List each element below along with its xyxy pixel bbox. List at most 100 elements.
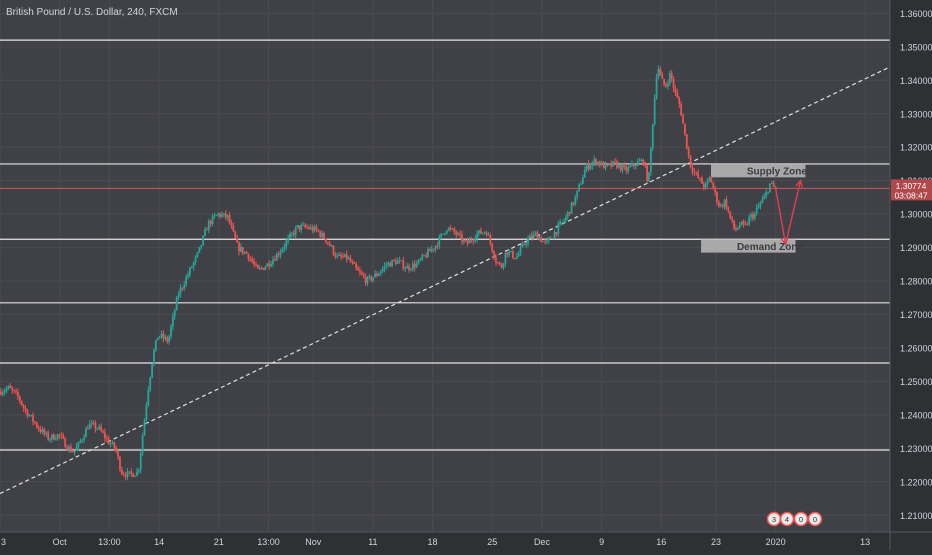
candle-body — [421, 255, 424, 260]
candle-body — [478, 230, 480, 234]
candle-body — [685, 134, 688, 149]
zone-labels: Supply Zone Demand Zone — [737, 167, 807, 253]
candle-body — [568, 212, 571, 214]
candle-body — [181, 287, 184, 289]
candle-body — [428, 249, 431, 252]
x-tick-label: 14 — [154, 537, 164, 547]
candle-body — [381, 268, 384, 272]
candle-body — [7, 385, 10, 389]
candle-body — [649, 147, 652, 173]
candle-body — [527, 238, 529, 244]
candle-body — [360, 272, 363, 275]
candle-body — [107, 438, 110, 445]
candle-body — [449, 227, 452, 229]
candle-body — [451, 228, 454, 230]
candle-body — [540, 237, 543, 243]
candle-body — [549, 237, 552, 239]
plot-area[interactable] — [0, 0, 890, 532]
x-tick-label: 3 — [1, 537, 6, 547]
candle-body — [542, 241, 545, 243]
candle-body — [493, 251, 495, 258]
candle-body — [547, 237, 550, 241]
candle-body — [621, 165, 624, 171]
candle-body — [11, 388, 14, 391]
x-tick-label: 18 — [428, 537, 438, 547]
candle-body — [744, 223, 747, 225]
candle-body — [750, 214, 752, 218]
candle-body — [249, 258, 252, 260]
candle-body — [742, 221, 745, 224]
candle-body — [600, 162, 603, 166]
candle-body — [417, 259, 420, 264]
zone-box — [711, 163, 806, 178]
candle-body — [581, 177, 584, 184]
candle-body — [340, 254, 342, 257]
candle-body — [396, 260, 399, 264]
candle-body — [292, 233, 295, 235]
candle-body — [217, 213, 220, 215]
candle-body — [487, 234, 490, 236]
candle-body — [162, 333, 165, 339]
candle-body — [455, 232, 458, 235]
candle-body — [470, 239, 473, 241]
candle-body — [194, 256, 197, 263]
candle-body — [122, 474, 125, 476]
candle-body — [52, 434, 55, 440]
candle-body — [311, 227, 314, 232]
candle-body — [58, 434, 61, 436]
time-axis[interactable]: 3 Oct 13:00 14 21 13:00 Nov 11 18 25 Dec 9 16 23 2020 1… — [1, 537, 870, 547]
candle-body — [595, 159, 598, 165]
candle-body — [459, 233, 461, 235]
candle-body — [309, 227, 312, 229]
candle-body — [355, 263, 358, 269]
candle-body — [319, 231, 322, 237]
candle-body — [379, 271, 382, 274]
current-price-label-box — [891, 179, 932, 201]
candle-body — [243, 251, 246, 254]
candle-body — [561, 221, 563, 223]
candle-body — [695, 172, 698, 173]
candle-body — [364, 276, 367, 284]
candle-body — [502, 263, 505, 268]
candle-body — [461, 234, 463, 242]
candle-body — [506, 252, 509, 255]
candle-body — [634, 165, 637, 167]
candle-body — [464, 240, 467, 241]
candle-body — [275, 253, 278, 261]
candle-body — [221, 214, 223, 217]
candle-body — [362, 274, 365, 277]
candle-body — [623, 165, 626, 167]
event-badge: 0 — [807, 511, 823, 527]
x-tick-label: 13 — [860, 537, 870, 547]
candle-body — [128, 471, 131, 473]
candle-body — [755, 208, 758, 214]
candle-body — [366, 277, 369, 284]
candle-body — [26, 409, 29, 417]
candle-body — [15, 391, 17, 393]
candle-body — [676, 92, 679, 98]
candle-body — [462, 240, 465, 242]
candle-body — [219, 213, 222, 217]
candle-body — [204, 229, 206, 236]
candle-body — [117, 451, 119, 457]
candle-body — [619, 164, 622, 171]
candle-body — [489, 234, 492, 244]
candle-body — [24, 408, 27, 410]
candle-body — [270, 264, 273, 267]
candle-body — [71, 451, 74, 453]
candle-body — [391, 260, 393, 267]
candle-body — [444, 233, 446, 235]
x-tick-label: Oct — [53, 537, 68, 547]
candle-body — [198, 246, 201, 253]
event-badge-count: 0 — [799, 515, 803, 524]
candle-body — [521, 243, 524, 248]
candle-body — [321, 233, 324, 237]
candle-body — [236, 238, 239, 243]
candle-body — [585, 163, 588, 170]
candle-body — [512, 250, 514, 258]
candle-body — [515, 256, 518, 259]
candle-body — [614, 161, 616, 163]
candle-body — [646, 165, 649, 182]
